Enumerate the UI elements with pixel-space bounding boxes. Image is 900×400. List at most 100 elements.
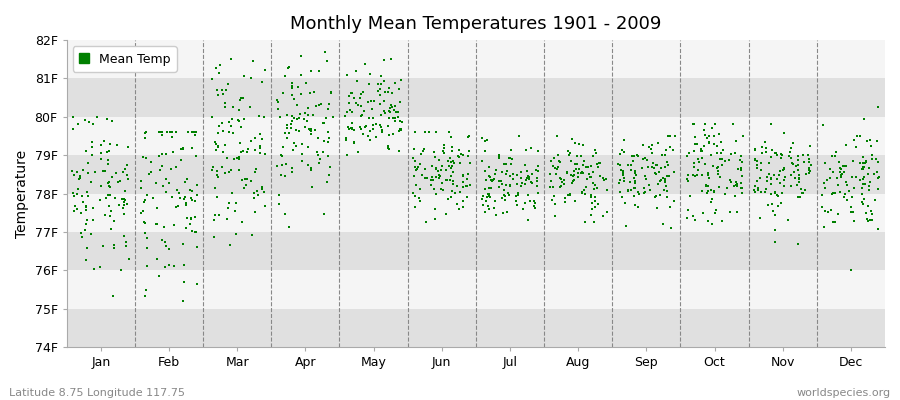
Point xyxy=(310,149,324,156)
Point xyxy=(856,201,870,207)
Point xyxy=(311,135,326,142)
Point xyxy=(377,110,392,116)
Point xyxy=(730,181,744,187)
Point xyxy=(686,121,700,128)
Point xyxy=(452,154,466,161)
Point xyxy=(662,133,677,139)
Point xyxy=(79,257,94,264)
Point xyxy=(308,23,322,29)
Point xyxy=(432,175,446,181)
Point xyxy=(302,126,317,132)
Point xyxy=(726,182,741,189)
Point xyxy=(828,190,842,196)
Point xyxy=(311,102,326,108)
Point xyxy=(563,191,578,197)
Point xyxy=(754,160,769,166)
Point xyxy=(441,129,455,135)
Point xyxy=(256,114,271,121)
Point xyxy=(293,72,308,78)
Point xyxy=(835,171,850,177)
Title: Monthly Mean Temperatures 1901 - 2009: Monthly Mean Temperatures 1901 - 2009 xyxy=(290,15,662,33)
Point xyxy=(845,174,859,180)
Point xyxy=(166,149,180,155)
Point xyxy=(828,152,842,159)
Point xyxy=(347,140,362,146)
Point xyxy=(298,20,312,26)
Point xyxy=(424,177,438,183)
Point xyxy=(79,204,94,210)
Point xyxy=(445,134,459,140)
Point xyxy=(803,168,817,174)
Text: worldspecies.org: worldspecies.org xyxy=(796,388,891,398)
Point xyxy=(346,138,361,145)
Point xyxy=(791,162,806,168)
Point xyxy=(701,188,716,194)
Point xyxy=(730,183,744,189)
Point xyxy=(417,146,431,152)
Point xyxy=(169,164,184,170)
Point xyxy=(421,129,436,135)
Point xyxy=(856,176,870,182)
Point xyxy=(87,265,102,272)
Point xyxy=(530,175,544,182)
Point xyxy=(363,128,377,135)
Point xyxy=(351,148,365,155)
Point xyxy=(102,148,116,154)
Point xyxy=(150,256,165,262)
Point xyxy=(374,101,388,107)
Point xyxy=(758,138,772,145)
Point xyxy=(298,124,312,130)
Point xyxy=(696,210,710,216)
Point xyxy=(688,141,703,148)
Point xyxy=(660,188,674,194)
Point xyxy=(575,170,590,176)
Point xyxy=(341,100,356,106)
Point xyxy=(428,215,442,222)
Point xyxy=(710,168,724,174)
Point xyxy=(627,180,642,186)
Point xyxy=(574,170,589,176)
Point xyxy=(616,137,631,143)
Point xyxy=(224,167,238,173)
Point xyxy=(832,165,847,172)
Point xyxy=(847,185,861,191)
Point xyxy=(631,204,645,210)
Point xyxy=(176,278,191,285)
Point xyxy=(611,180,625,186)
Point xyxy=(649,171,663,177)
Point xyxy=(101,157,115,163)
Point xyxy=(187,229,202,236)
Point xyxy=(523,198,537,204)
Point xyxy=(385,104,400,110)
Point xyxy=(184,145,199,151)
Point xyxy=(846,208,860,215)
Point xyxy=(751,165,765,172)
Point xyxy=(289,142,303,149)
Point xyxy=(426,177,440,183)
Point xyxy=(284,125,298,131)
Point xyxy=(412,195,427,201)
Point xyxy=(110,142,124,148)
Point xyxy=(387,107,401,114)
Point xyxy=(708,210,723,216)
Point xyxy=(311,68,326,74)
Point xyxy=(303,126,318,133)
Point xyxy=(383,105,398,111)
Point xyxy=(375,128,390,135)
Point xyxy=(688,134,702,140)
Point xyxy=(118,188,132,194)
Point xyxy=(660,173,674,179)
Point xyxy=(463,160,477,166)
Point xyxy=(208,212,222,218)
Point xyxy=(616,175,631,182)
Point xyxy=(206,163,220,170)
Point xyxy=(66,114,80,120)
Point xyxy=(784,183,798,190)
Point xyxy=(102,182,116,189)
Point xyxy=(425,173,439,180)
Point xyxy=(855,160,869,167)
Point xyxy=(418,175,432,181)
Point xyxy=(489,167,503,174)
Point xyxy=(109,170,123,176)
Point xyxy=(759,149,773,156)
